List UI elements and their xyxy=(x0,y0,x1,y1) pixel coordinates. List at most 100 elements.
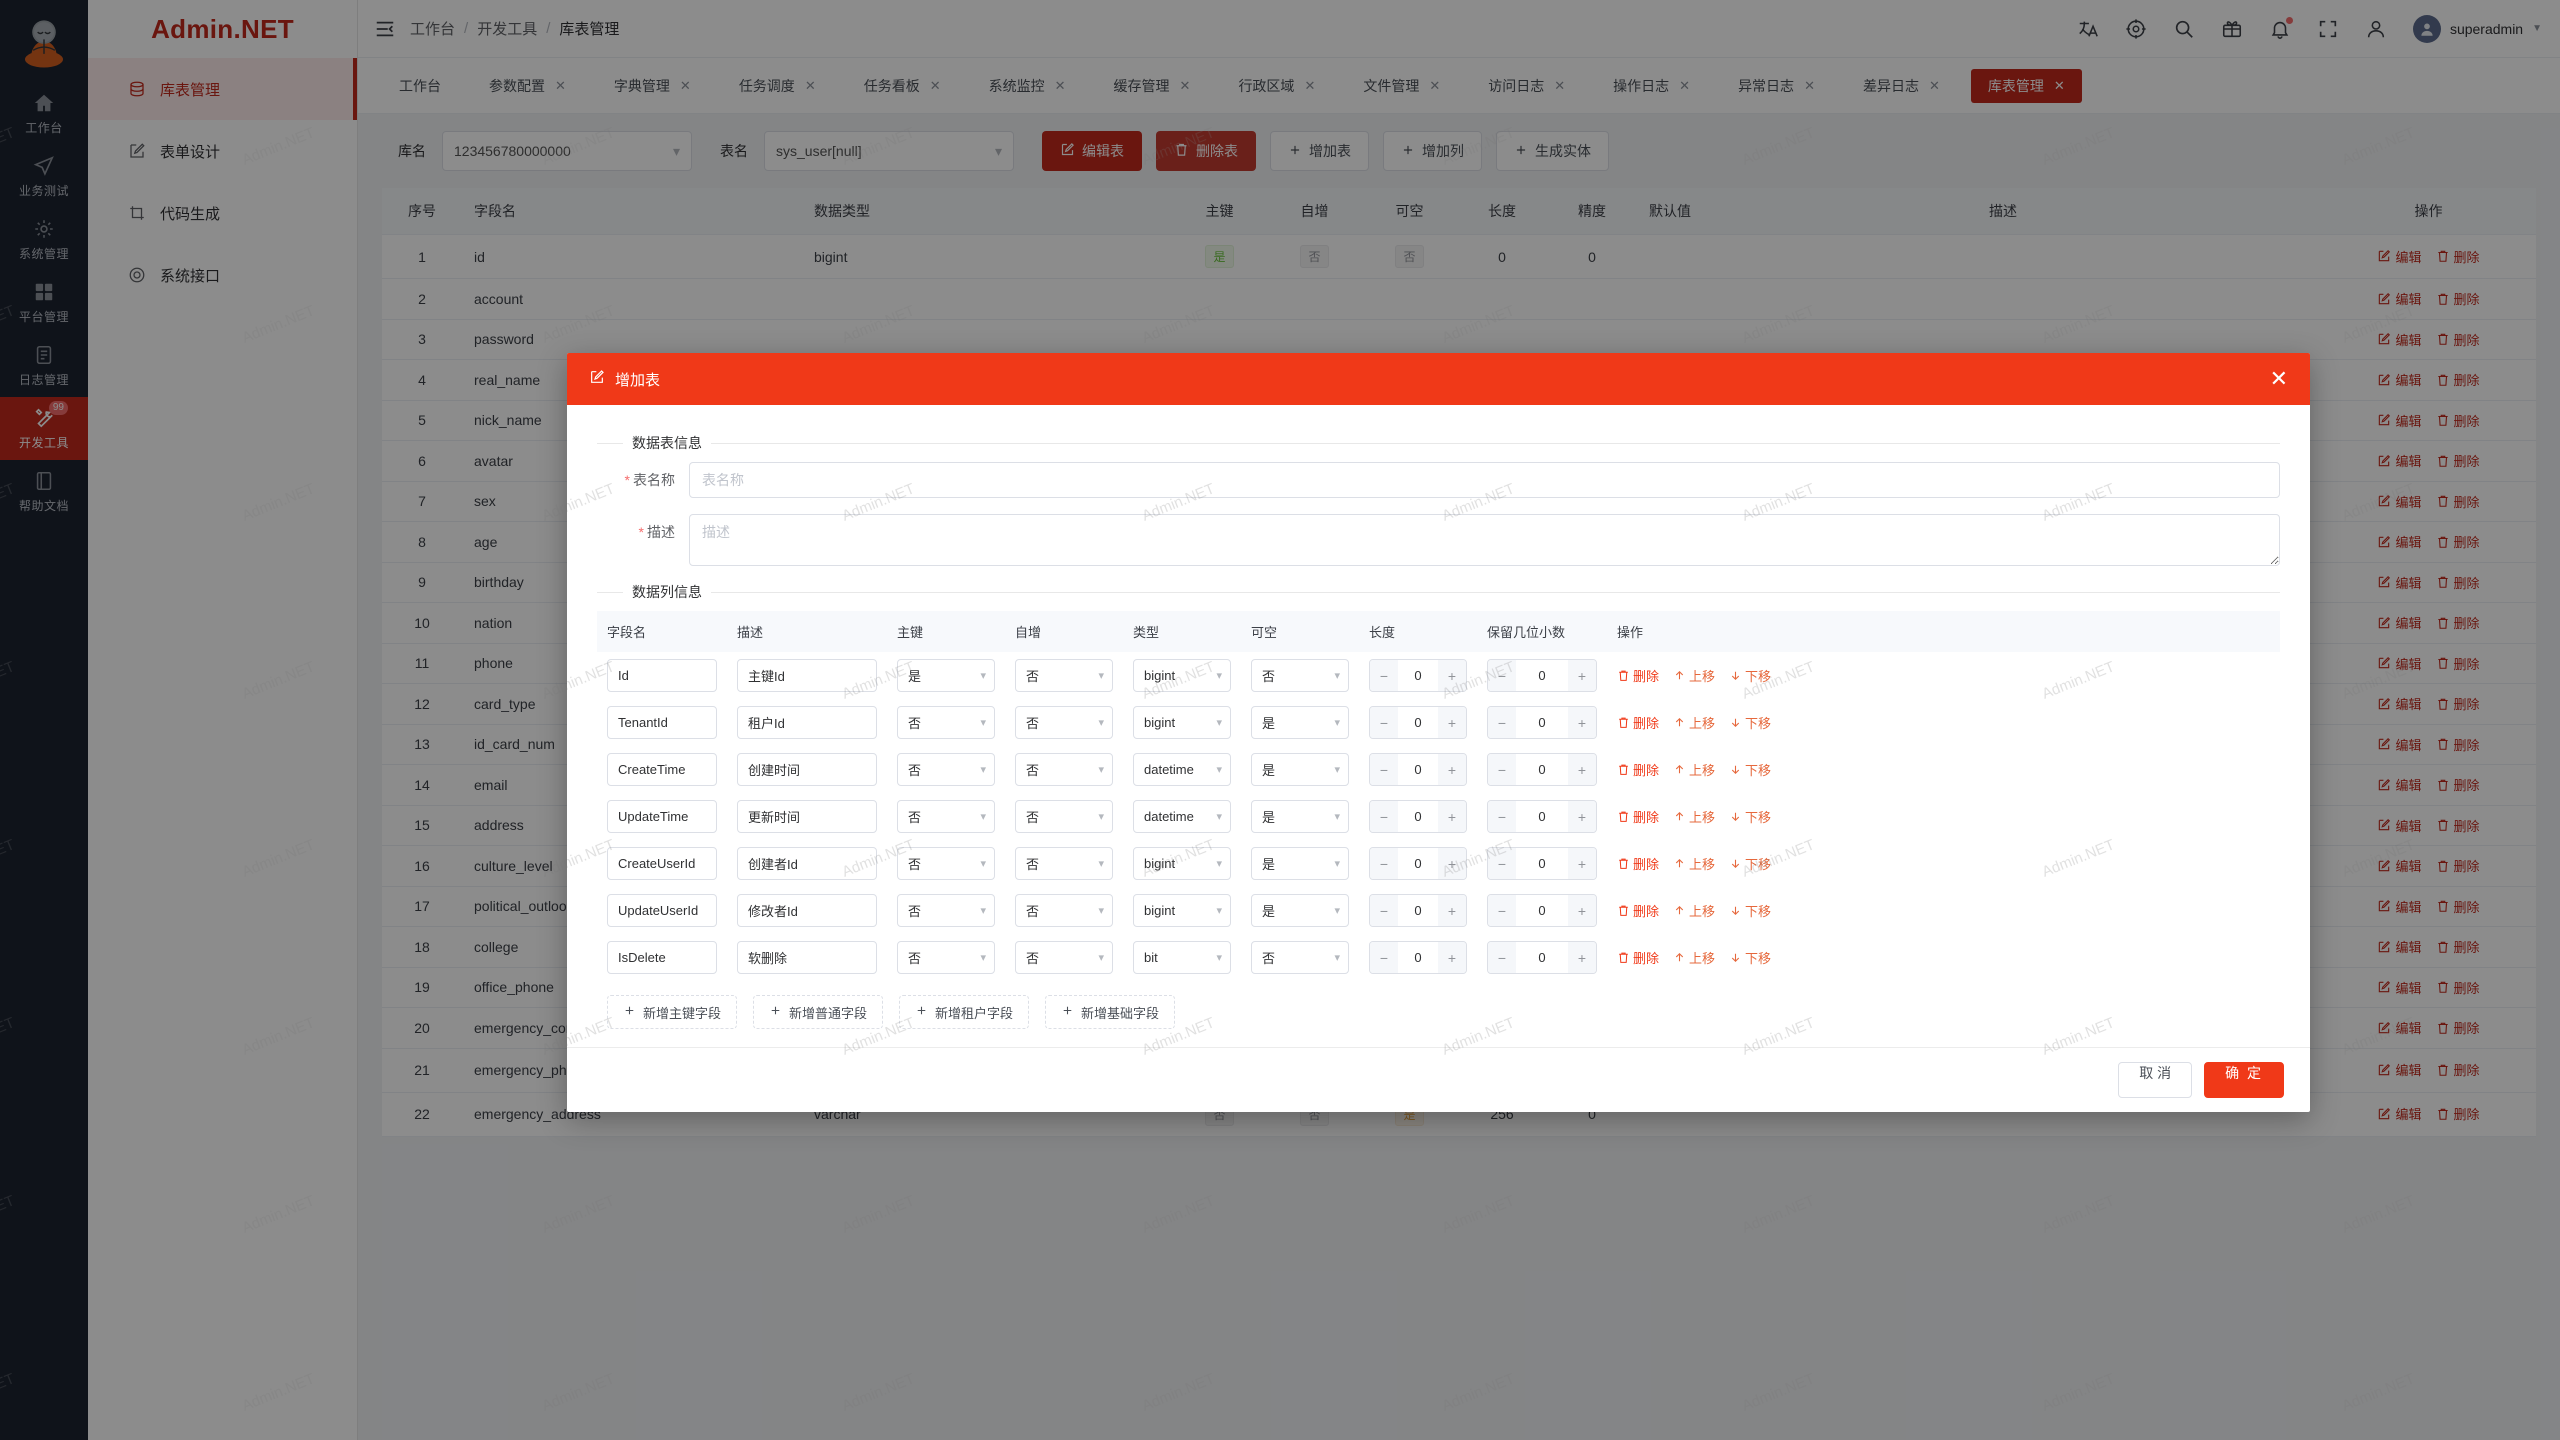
column-pk-select[interactable]: 否 ▾ xyxy=(897,800,995,833)
add-field-button-1[interactable]: 新增普通字段 xyxy=(753,995,884,1029)
add-field-button-3[interactable]: 新增基础字段 xyxy=(1045,995,1176,1029)
column-pk-select[interactable]: 否 ▾ xyxy=(897,847,995,880)
column-nullable-select[interactable]: 是 ▾ xyxy=(1251,800,1349,833)
row-edit-button[interactable]: 编辑 xyxy=(2377,492,2422,511)
column-pk-select[interactable]: 否 ▾ xyxy=(897,753,995,786)
table-desc-textarea[interactable] xyxy=(689,514,2280,566)
translate-icon[interactable] xyxy=(2077,18,2099,40)
column-ai-select[interactable]: 否 ▾ xyxy=(1015,753,1113,786)
row-delete-button[interactable]: 删除 xyxy=(2436,532,2480,551)
column-desc-input[interactable] xyxy=(737,894,877,927)
add-field-button-2[interactable]: 新增租户字段 xyxy=(899,995,1030,1029)
tab-13[interactable]: 库表管理 ✕ xyxy=(1970,68,2082,103)
column-decimal-stepper-minus[interactable]: − xyxy=(1488,660,1516,691)
table-row[interactable]: 1 id bigint 是 否 否 0 0 编辑 删除 xyxy=(382,234,2536,279)
column-down-button[interactable]: 下移 xyxy=(1729,948,1771,967)
rail-item-workbench[interactable]: 工作台 xyxy=(0,82,88,145)
cancel-button[interactable]: 取 消 xyxy=(2118,1062,2193,1098)
row-edit-button[interactable]: 编辑 xyxy=(2377,897,2422,916)
column-length-stepper-plus[interactable]: + xyxy=(1438,801,1466,832)
column-desc-input[interactable] xyxy=(737,706,877,739)
row-delete-button[interactable]: 删除 xyxy=(2436,775,2480,794)
column-type-select[interactable]: datetime ▾ xyxy=(1133,753,1231,786)
column-down-button[interactable]: 下移 xyxy=(1729,807,1771,826)
row-delete-button[interactable]: 删除 xyxy=(2436,897,2480,916)
column-ai-select[interactable]: 否 ▾ xyxy=(1015,894,1113,927)
sidebar-item-db-table-manage[interactable]: 库表管理 xyxy=(88,58,357,120)
column-nullable-select[interactable]: 否 ▾ xyxy=(1251,659,1349,692)
tab-close-icon[interactable]: ✕ xyxy=(1054,77,1066,93)
row-edit-button[interactable]: 编辑 xyxy=(2377,816,2422,835)
row-delete-button[interactable]: 删除 xyxy=(2436,978,2480,997)
tab-1[interactable]: 参数配置 ✕ xyxy=(472,69,583,103)
column-nullable-select[interactable]: 是 ▾ xyxy=(1251,753,1349,786)
tab-close-icon[interactable]: ✕ xyxy=(1928,77,1940,93)
row-edit-button[interactable]: 编辑 xyxy=(2377,370,2422,389)
user-menu[interactable]: superadmin ▼ xyxy=(2412,14,2542,43)
tab-10[interactable]: 操作日志 ✕ xyxy=(1596,69,1707,103)
row-delete-button[interactable]: 删除 xyxy=(2436,1018,2480,1037)
column-down-button[interactable]: 下移 xyxy=(1729,854,1771,873)
column-type-select[interactable]: bit ▾ xyxy=(1133,941,1231,974)
column-desc-input[interactable] xyxy=(737,800,877,833)
column-nullable-select[interactable]: 是 ▾ xyxy=(1251,706,1349,739)
row-delete-button[interactable]: 删除 xyxy=(2436,289,2480,308)
row-delete-button[interactable]: 删除 xyxy=(2436,613,2480,632)
row-edit-button[interactable]: 编辑 xyxy=(2377,330,2422,349)
row-edit-button[interactable]: 编辑 xyxy=(2377,573,2422,592)
column-decimal-stepper-plus[interactable]: + xyxy=(1568,707,1596,738)
table-select[interactable]: sys_user[null] ▾ xyxy=(764,131,1014,171)
column-length-stepper-plus[interactable]: + xyxy=(1438,942,1466,973)
column-down-button[interactable]: 下移 xyxy=(1729,666,1771,685)
column-field-input[interactable] xyxy=(607,894,717,927)
row-delete-button[interactable]: 删除 xyxy=(2436,573,2480,592)
column-field-input[interactable] xyxy=(607,706,717,739)
tab-6[interactable]: 缓存管理 ✕ xyxy=(1097,69,1208,103)
edit-table-button[interactable]: 编辑表 xyxy=(1042,131,1142,171)
column-nullable-select[interactable]: 是 ▾ xyxy=(1251,847,1349,880)
column-decimal-stepper-plus[interactable]: + xyxy=(1568,660,1596,691)
tab-close-icon[interactable]: ✕ xyxy=(1554,77,1566,93)
rail-item-business-test[interactable]: 业务测试 xyxy=(0,145,88,208)
tab-close-icon[interactable]: ✕ xyxy=(1179,77,1191,93)
add-table-button[interactable]: 增加表 xyxy=(1270,131,1369,171)
column-up-button[interactable]: 上移 xyxy=(1673,807,1715,826)
column-desc-input[interactable] xyxy=(737,753,877,786)
row-delete-button[interactable]: 删除 xyxy=(2436,937,2480,956)
column-length-stepper-plus[interactable]: + xyxy=(1438,707,1466,738)
column-field-input[interactable] xyxy=(607,659,717,692)
column-type-select[interactable]: bigint ▾ xyxy=(1133,847,1231,880)
row-edit-button[interactable]: 编辑 xyxy=(2377,613,2422,632)
tab-9[interactable]: 访问日志 ✕ xyxy=(1471,69,1582,103)
tab-close-icon[interactable]: ✕ xyxy=(1804,77,1815,93)
tab-2[interactable]: 字典管理 ✕ xyxy=(597,69,708,103)
column-field-input[interactable] xyxy=(607,847,717,880)
column-desc-input[interactable] xyxy=(737,941,877,974)
column-decimal-stepper-plus[interactable]: + xyxy=(1568,848,1596,879)
tab-close-icon[interactable]: ✕ xyxy=(1429,77,1441,93)
tab-0[interactable]: 工作台 xyxy=(382,69,458,103)
tab-3[interactable]: 任务调度 ✕ xyxy=(722,69,833,103)
table-row[interactable]: 2 account 编辑 删除 xyxy=(382,278,2536,320)
column-decimal-stepper-plus[interactable]: + xyxy=(1568,942,1596,973)
column-length-stepper-minus[interactable]: − xyxy=(1370,707,1398,738)
column-nullable-select[interactable]: 是 ▾ xyxy=(1251,894,1349,927)
row-delete-button[interactable]: 删除 xyxy=(2436,370,2480,389)
column-length-stepper-minus[interactable]: − xyxy=(1370,801,1398,832)
row-delete-button[interactable]: 删除 xyxy=(2436,735,2480,754)
column-del-button[interactable]: 删除 xyxy=(1617,666,1659,685)
column-up-button[interactable]: 上移 xyxy=(1673,760,1715,779)
column-decimal-stepper-plus[interactable]: + xyxy=(1568,801,1596,832)
column-field-input[interactable] xyxy=(607,941,717,974)
row-edit-button[interactable]: 编辑 xyxy=(2377,411,2422,430)
column-length-stepper-plus[interactable]: + xyxy=(1438,754,1466,785)
row-delete-button[interactable]: 删除 xyxy=(2436,247,2480,266)
column-down-button[interactable]: 下移 xyxy=(1729,760,1771,779)
column-decimal-stepper-minus[interactable]: − xyxy=(1488,754,1516,785)
row-edit-button[interactable]: 编辑 xyxy=(2377,1060,2422,1079)
column-length-stepper-minus[interactable]: − xyxy=(1370,660,1398,691)
column-length-stepper-minus[interactable]: − xyxy=(1370,754,1398,785)
confirm-button[interactable]: 确 定 xyxy=(2204,1062,2284,1098)
row-edit-button[interactable]: 编辑 xyxy=(2377,694,2422,713)
breadcrumb-item[interactable]: 开发工具 xyxy=(477,21,538,38)
